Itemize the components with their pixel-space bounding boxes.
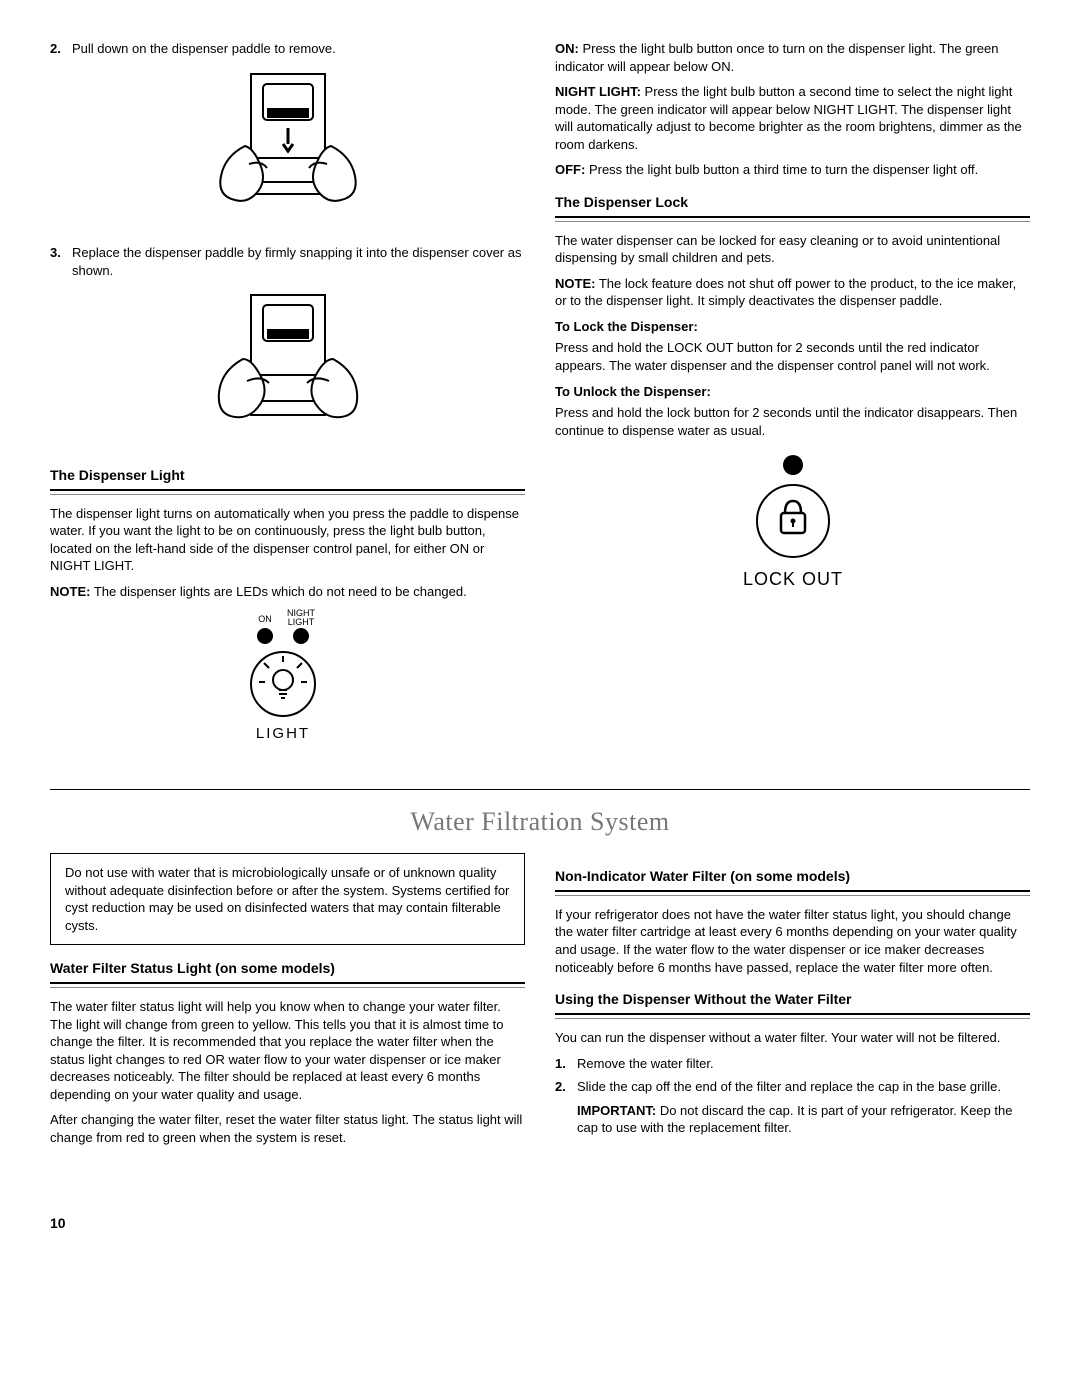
using-p1: You can run the dispenser without a wate… [555, 1029, 1030, 1047]
nightlight-label: NIGHT LIGHT: [555, 84, 641, 99]
using-step1-num: 1. [555, 1055, 577, 1073]
bottom-left-column: Do not use with water that is microbiolo… [50, 853, 525, 1154]
nightlight-paragraph: NIGHT LIGHT: Press the light bulb button… [555, 83, 1030, 153]
on-paragraph: ON: Press the light bulb button once to … [555, 40, 1030, 75]
nonindicator-p1: If your refrigerator does not have the w… [555, 906, 1030, 976]
using-step2-num: 2. [555, 1078, 577, 1145]
using-step-2: 2. Slide the cap off the end of the filt… [555, 1078, 1030, 1145]
off-text: Press the light bulb button a third time… [585, 162, 978, 177]
section-divider [50, 789, 1030, 790]
rule-thin [555, 221, 1030, 222]
illustration-paddle-replace [50, 287, 525, 452]
lock-note-label: NOTE: [555, 276, 595, 291]
using-step2-text: Slide the cap off the end of the filter … [577, 1078, 1030, 1145]
on-text: Press the light bulb button once to turn… [555, 41, 999, 74]
status-p1: The water filter status light will help … [50, 998, 525, 1103]
dispenser-lock-heading: The Dispenser Lock [555, 193, 1030, 212]
step-2: 2. Pull down on the dispenser paddle to … [50, 40, 525, 58]
lockout-button-icon: LOCK OUT [733, 447, 853, 597]
dispenser-replace-icon [203, 287, 373, 447]
rule-thin [555, 1018, 1030, 1019]
status-p2: After changing the water filter, reset t… [50, 1111, 525, 1146]
off-label: OFF: [555, 162, 585, 177]
rule-thin [50, 494, 525, 495]
on-label: ON [258, 614, 272, 624]
using-step-1: 1. Remove the water filter. [555, 1055, 1030, 1073]
rule-thick [555, 1013, 1030, 1015]
step-3-text: Replace the dispenser paddle by firmly s… [72, 244, 525, 279]
rule-thin [50, 987, 525, 988]
note-text: The dispenser lights are LEDs which do n… [90, 584, 466, 599]
to-unlock-heading: To Unlock the Dispenser: [555, 383, 1030, 401]
using-step2-main: Slide the cap off the end of the filter … [577, 1079, 1001, 1094]
to-unlock-text: Press and hold the lock button for 2 sec… [555, 404, 1030, 439]
top-right-column: ON: Press the light bulb button once to … [555, 40, 1030, 767]
to-lock-heading: To Lock the Dispenser: [555, 318, 1030, 336]
important-label: IMPORTANT: [577, 1103, 656, 1118]
step-3: 3. Replace the dispenser paddle by firml… [50, 244, 525, 279]
light-label: LIGHT [255, 725, 309, 742]
step-2-text: Pull down on the dispenser paddle to rem… [72, 40, 525, 58]
step-3-num: 3. [50, 244, 72, 279]
illustration-lockout: LOCK OUT [555, 447, 1030, 602]
warning-text: Do not use with water that is microbiolo… [65, 865, 509, 933]
top-left-column: 2. Pull down on the dispenser paddle to … [50, 40, 525, 767]
note-label: NOTE: [50, 584, 90, 599]
dispenser-light-p1: The dispenser light turns on automatical… [50, 505, 525, 575]
using-heading: Using the Dispenser Without the Water Fi… [555, 990, 1030, 1009]
illustration-light-button: ON NIGHT LIGHT LIGHT [50, 608, 525, 753]
to-lock-text: Press and hold the LOCK OUT button for 2… [555, 339, 1030, 374]
status-light-heading: Water Filter Status Light (on some model… [50, 959, 525, 978]
lock-p1: The water dispenser can be locked for ea… [555, 232, 1030, 267]
rule-thin [555, 895, 1030, 896]
step-2-num: 2. [50, 40, 72, 58]
dispenser-remove-icon [203, 66, 373, 226]
page-number: 10 [50, 1214, 1030, 1233]
dispenser-light-note: NOTE: The dispenser lights are LEDs whic… [50, 583, 525, 601]
important-line: IMPORTANT: Do not discard the cap. It is… [577, 1102, 1030, 1137]
rule-thick [555, 216, 1030, 218]
off-paragraph: OFF: Press the light bulb button a third… [555, 161, 1030, 179]
rule-thick [50, 489, 525, 491]
dispenser-light-heading: The Dispenser Light [50, 466, 525, 485]
light-small-label: LIGHT [287, 617, 314, 627]
using-step1-text: Remove the water filter. [577, 1055, 1030, 1073]
illustration-paddle-remove [50, 66, 525, 231]
on-label: ON: [555, 41, 579, 56]
warning-box: Do not use with water that is microbiolo… [50, 853, 525, 945]
rule-thick [555, 890, 1030, 892]
bottom-columns: Do not use with water that is microbiolo… [50, 853, 1030, 1154]
top-columns: 2. Pull down on the dispenser paddle to … [50, 40, 1030, 767]
lock-note-text: The lock feature does not shut off power… [555, 276, 1016, 309]
bottom-right-column: Non-Indicator Water Filter (on some mode… [555, 853, 1030, 1154]
nonindicator-heading: Non-Indicator Water Filter (on some mode… [555, 867, 1030, 886]
lock-note: NOTE: The lock feature does not shut off… [555, 275, 1030, 310]
rule-thick [50, 982, 525, 984]
lockout-label: LOCK OUT [742, 569, 842, 589]
light-button-icon: ON NIGHT LIGHT LIGHT [233, 608, 343, 748]
section-title: Water Filtration System [50, 804, 1030, 839]
